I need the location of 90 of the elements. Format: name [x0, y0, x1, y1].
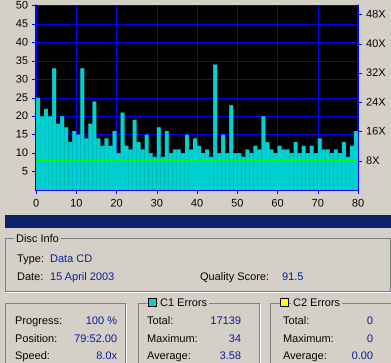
- text: Total:: [283, 314, 310, 328]
- y-tick-label: 20: [16, 110, 28, 122]
- bar: [44, 108, 48, 190]
- text: Position:: [15, 332, 58, 346]
- text: 100 %: [86, 314, 117, 328]
- x-tick-label: 80: [352, 198, 364, 210]
- bar: [112, 130, 116, 190]
- y2-tick-label: 48X: [366, 8, 386, 21]
- text: Quality Score:: [200, 270, 270, 284]
- bar: [132, 120, 137, 190]
- bar: [237, 153, 242, 190]
- bar: [120, 112, 125, 190]
- bar: [302, 146, 306, 190]
- y-tick-label: 5: [22, 166, 28, 178]
- y2-tick-label: 8X: [366, 154, 380, 167]
- text: Disc Info: [14, 232, 61, 246]
- bar: [282, 149, 286, 190]
- text: 91.5: [282, 270, 304, 284]
- x-tick-label: 0: [32, 198, 40, 210]
- bar: [221, 134, 226, 190]
- bar: [326, 149, 330, 190]
- y2-tick-label: 32X: [366, 67, 386, 80]
- text: Date:: [17, 270, 44, 284]
- text: 3.58: [220, 349, 241, 363]
- text: Type:: [17, 252, 44, 266]
- bar: [176, 149, 181, 190]
- bar: [72, 130, 76, 190]
- text: Speed:: [15, 349, 50, 363]
- bar: [330, 153, 334, 190]
- text: 0.00: [352, 349, 373, 363]
- bar: [172, 149, 177, 190]
- text: 79:52.00: [74, 332, 117, 346]
- text: Maximum:: [147, 332, 198, 346]
- y-tick-label: 25: [16, 92, 28, 104]
- text: Progress:: [15, 314, 62, 328]
- bar: [261, 116, 266, 190]
- bar: [164, 130, 169, 190]
- y-tick-label: 30: [16, 73, 28, 86]
- text: 15 April 2003: [50, 270, 114, 284]
- text: 17139: [210, 314, 241, 328]
- bar: [52, 68, 56, 190]
- y2-tick-label: 16X: [366, 126, 386, 138]
- bar: [104, 138, 108, 190]
- bar: [184, 134, 189, 190]
- text: 34: [228, 332, 241, 346]
- bar: [144, 134, 149, 190]
- bar: [36, 98, 40, 190]
- bar: [92, 101, 96, 190]
- x-tick-label: 20: [110, 198, 123, 210]
- text: Data CD: [50, 252, 92, 266]
- y2-tick-label: 24X: [366, 96, 386, 108]
- text: Average:: [147, 349, 191, 363]
- x-tick-label: 60: [271, 198, 284, 210]
- text: 0: [366, 332, 373, 346]
- x-tick-label: 40: [190, 198, 204, 210]
- bar: [278, 146, 282, 190]
- bar: [354, 130, 358, 190]
- bar: [318, 138, 322, 190]
- text: 8.0x: [96, 349, 117, 363]
- bar: [205, 149, 210, 190]
- bar: [192, 138, 197, 190]
- bar: [253, 146, 258, 190]
- x-tick-label: 70: [312, 198, 324, 210]
- y-tick-label: 50: [16, 0, 28, 12]
- text: C1 Errors: [158, 296, 210, 310]
- text: Total:: [147, 314, 174, 328]
- x-tick-label: 50: [231, 198, 244, 210]
- bar: [60, 116, 64, 190]
- bar: [213, 64, 218, 190]
- text: Maximum:: [283, 332, 334, 346]
- y-tick-label: 45: [16, 18, 28, 30]
- bar: [342, 142, 346, 190]
- bar: [156, 127, 161, 190]
- bar: [310, 146, 314, 190]
- y-tick-label: 35: [16, 54, 28, 67]
- text: Average:: [283, 349, 327, 363]
- y2-tick-label: 40X: [366, 38, 386, 50]
- bar: [286, 149, 290, 190]
- y-tick-label: 15: [16, 128, 28, 141]
- bar: [229, 105, 234, 190]
- y-tick-label: 10: [16, 147, 28, 160]
- x-tick-label: 30: [150, 198, 163, 210]
- bar: [334, 149, 338, 190]
- text: 0: [366, 314, 373, 328]
- text: C2 Errors: [291, 296, 342, 310]
- bar: [245, 149, 250, 190]
- y-tick-label: 40: [16, 36, 28, 48]
- x-tick-label: 10: [70, 198, 82, 210]
- bar: [80, 68, 84, 190]
- bar: [294, 142, 298, 190]
